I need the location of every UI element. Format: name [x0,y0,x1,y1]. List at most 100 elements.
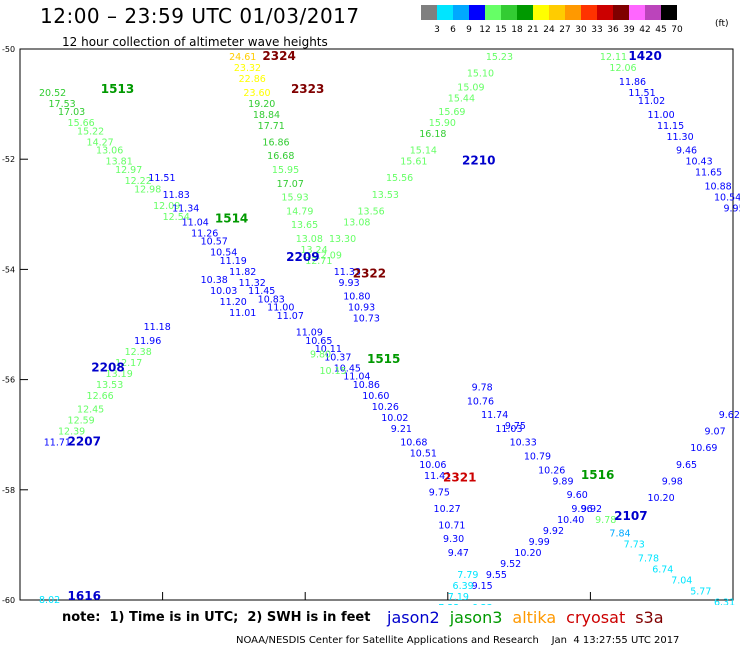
swh-value: 15.14 [410,146,437,157]
swh-value: 17.07 [277,179,304,190]
swh-value: 18.84 [253,110,280,121]
pass-time-label: 2323 [291,82,324,96]
swh-value: 13.24 [300,245,327,256]
swh-value: 13.19 [106,369,133,380]
swh-value: 20.52 [39,88,66,99]
data-points: 20.5217.5317.0315.6615.2214.2713.0613.81… [39,52,740,605]
swh-value: 9.78 [595,515,616,526]
swh-value: 5.77 [690,586,711,597]
swh-value: 16.86 [262,137,289,148]
swh-value: 9.47 [448,548,469,559]
color-scale-label: 6 [450,25,456,35]
swh-value: 13.30 [329,234,356,245]
pass-time-label: 1513 [101,82,134,96]
color-swatch [581,5,597,20]
swh-value: 11.51 [148,173,175,184]
color-scale-label: 21 [527,25,539,35]
swh-value: 6.39 [453,581,474,592]
swh-value: 15.66 [68,118,95,129]
swh-value: 15.93 [281,193,308,204]
swh-value: 11.07 [277,311,304,322]
pass-labels: 1513 1514 2209 2322 2324 2323 2210 1420 2208 2207… [68,49,662,603]
color-scale-label: 18 [511,25,523,35]
swh-value: 11.04 [182,217,209,228]
swh-value: 9.99 [529,537,550,548]
pass-time-label: 1514 [215,212,248,226]
swh-value: 7.79 [457,570,478,581]
swh-value: 10.80 [343,292,370,303]
swh-value: 10.26 [372,402,399,413]
swh-value: 9.95 [723,204,740,215]
y-tick-label: -50 [2,45,15,54]
pass-time-label: 1515 [367,352,400,366]
color-scale-label: 24 [543,25,555,35]
swh-value: 10.20 [514,548,541,559]
swh-value: 9.92 [543,526,564,537]
swh-value: 11.83 [163,190,190,201]
color-scale-label: 30 [575,25,587,35]
color-scale-label: 70 [671,25,683,35]
swh-value: 24.61 [229,52,256,63]
swh-value: 16.18 [419,129,446,140]
swh-value: 11.41 [424,471,451,482]
swh-value: 9.07 [704,427,725,438]
swh-value: 13.81 [106,157,133,168]
swh-value: 15.69 [438,107,465,118]
color-swatch [645,5,661,20]
swh-value: 9.98 [662,476,683,487]
swh-value: 9.96 [571,504,592,515]
swh-value: 10.76 [467,396,494,407]
swh-value: 11.45 [248,286,275,297]
swh-value: 13.53 [372,190,399,201]
mission-label: jason2 [387,608,440,627]
swh-value: 23.32 [234,63,261,74]
color-scale-label: 9 [466,25,472,35]
swh-value: 13.56 [357,206,384,217]
swh-value: 13.06 [96,146,123,157]
swh-value: 15.90 [429,118,456,129]
swh-value: 9.80 [310,350,331,361]
swh-value: 7.19 [448,592,469,603]
mission-label: s3a [635,608,664,627]
swh-value: 10.71 [438,520,465,531]
swh-value: 9.55 [486,570,507,581]
swh-value: 10.83 [258,294,285,305]
pass-time-label: 2107 [614,509,647,523]
color-swatch [453,5,469,20]
swh-value: 16.68 [267,151,294,162]
pass-time-label: 2322 [353,267,386,281]
color-swatch [565,5,581,20]
swh-value: 15.61 [400,157,427,168]
color-swatch [661,5,677,20]
swh-value: 10.37 [324,352,351,363]
swh-value: 17.53 [49,99,76,110]
swh-value: 11.65 [695,168,722,179]
pass-time-label: 2208 [91,360,124,374]
swh-value: 9.78 [472,383,493,394]
swh-value: 6.23 [472,603,493,605]
swh-value: 11.96 [134,336,161,347]
swh-value: 10.73 [353,314,380,325]
chart-subtitle: 12 hour collection of altimeter wave hei… [62,35,328,49]
color-swatch [629,5,645,20]
color-scale-label: 42 [639,25,651,35]
swh-value: 10.54 [714,193,740,204]
swh-value: 10.51 [410,449,437,460]
y-tick-label: -52 [2,155,15,164]
swh-value: 11.19 [220,256,247,267]
swh-value: 9.30 [443,534,464,545]
swh-value: 13.53 [96,380,123,391]
swh-value: 9.52 [500,559,521,570]
wave-height-plot: -15-12-9-6-30-50-52-54-56-58-60 20.5217.… [2,45,740,605]
swh-value: 10.86 [353,380,380,391]
swh-value: 15.10 [467,69,494,80]
swh-value: 11.30 [666,132,693,143]
swh-value: 12.11 [600,52,627,63]
swh-value: 11.15 [657,121,684,132]
swh-value: 17.03 [58,107,85,118]
swh-value: 10.54 [210,248,237,259]
swh-value: 11.18 [144,322,171,333]
swh-value: 9.75 [429,487,450,498]
swh-value: 15.22 [77,126,104,137]
swh-value: 9.89 [552,476,573,487]
